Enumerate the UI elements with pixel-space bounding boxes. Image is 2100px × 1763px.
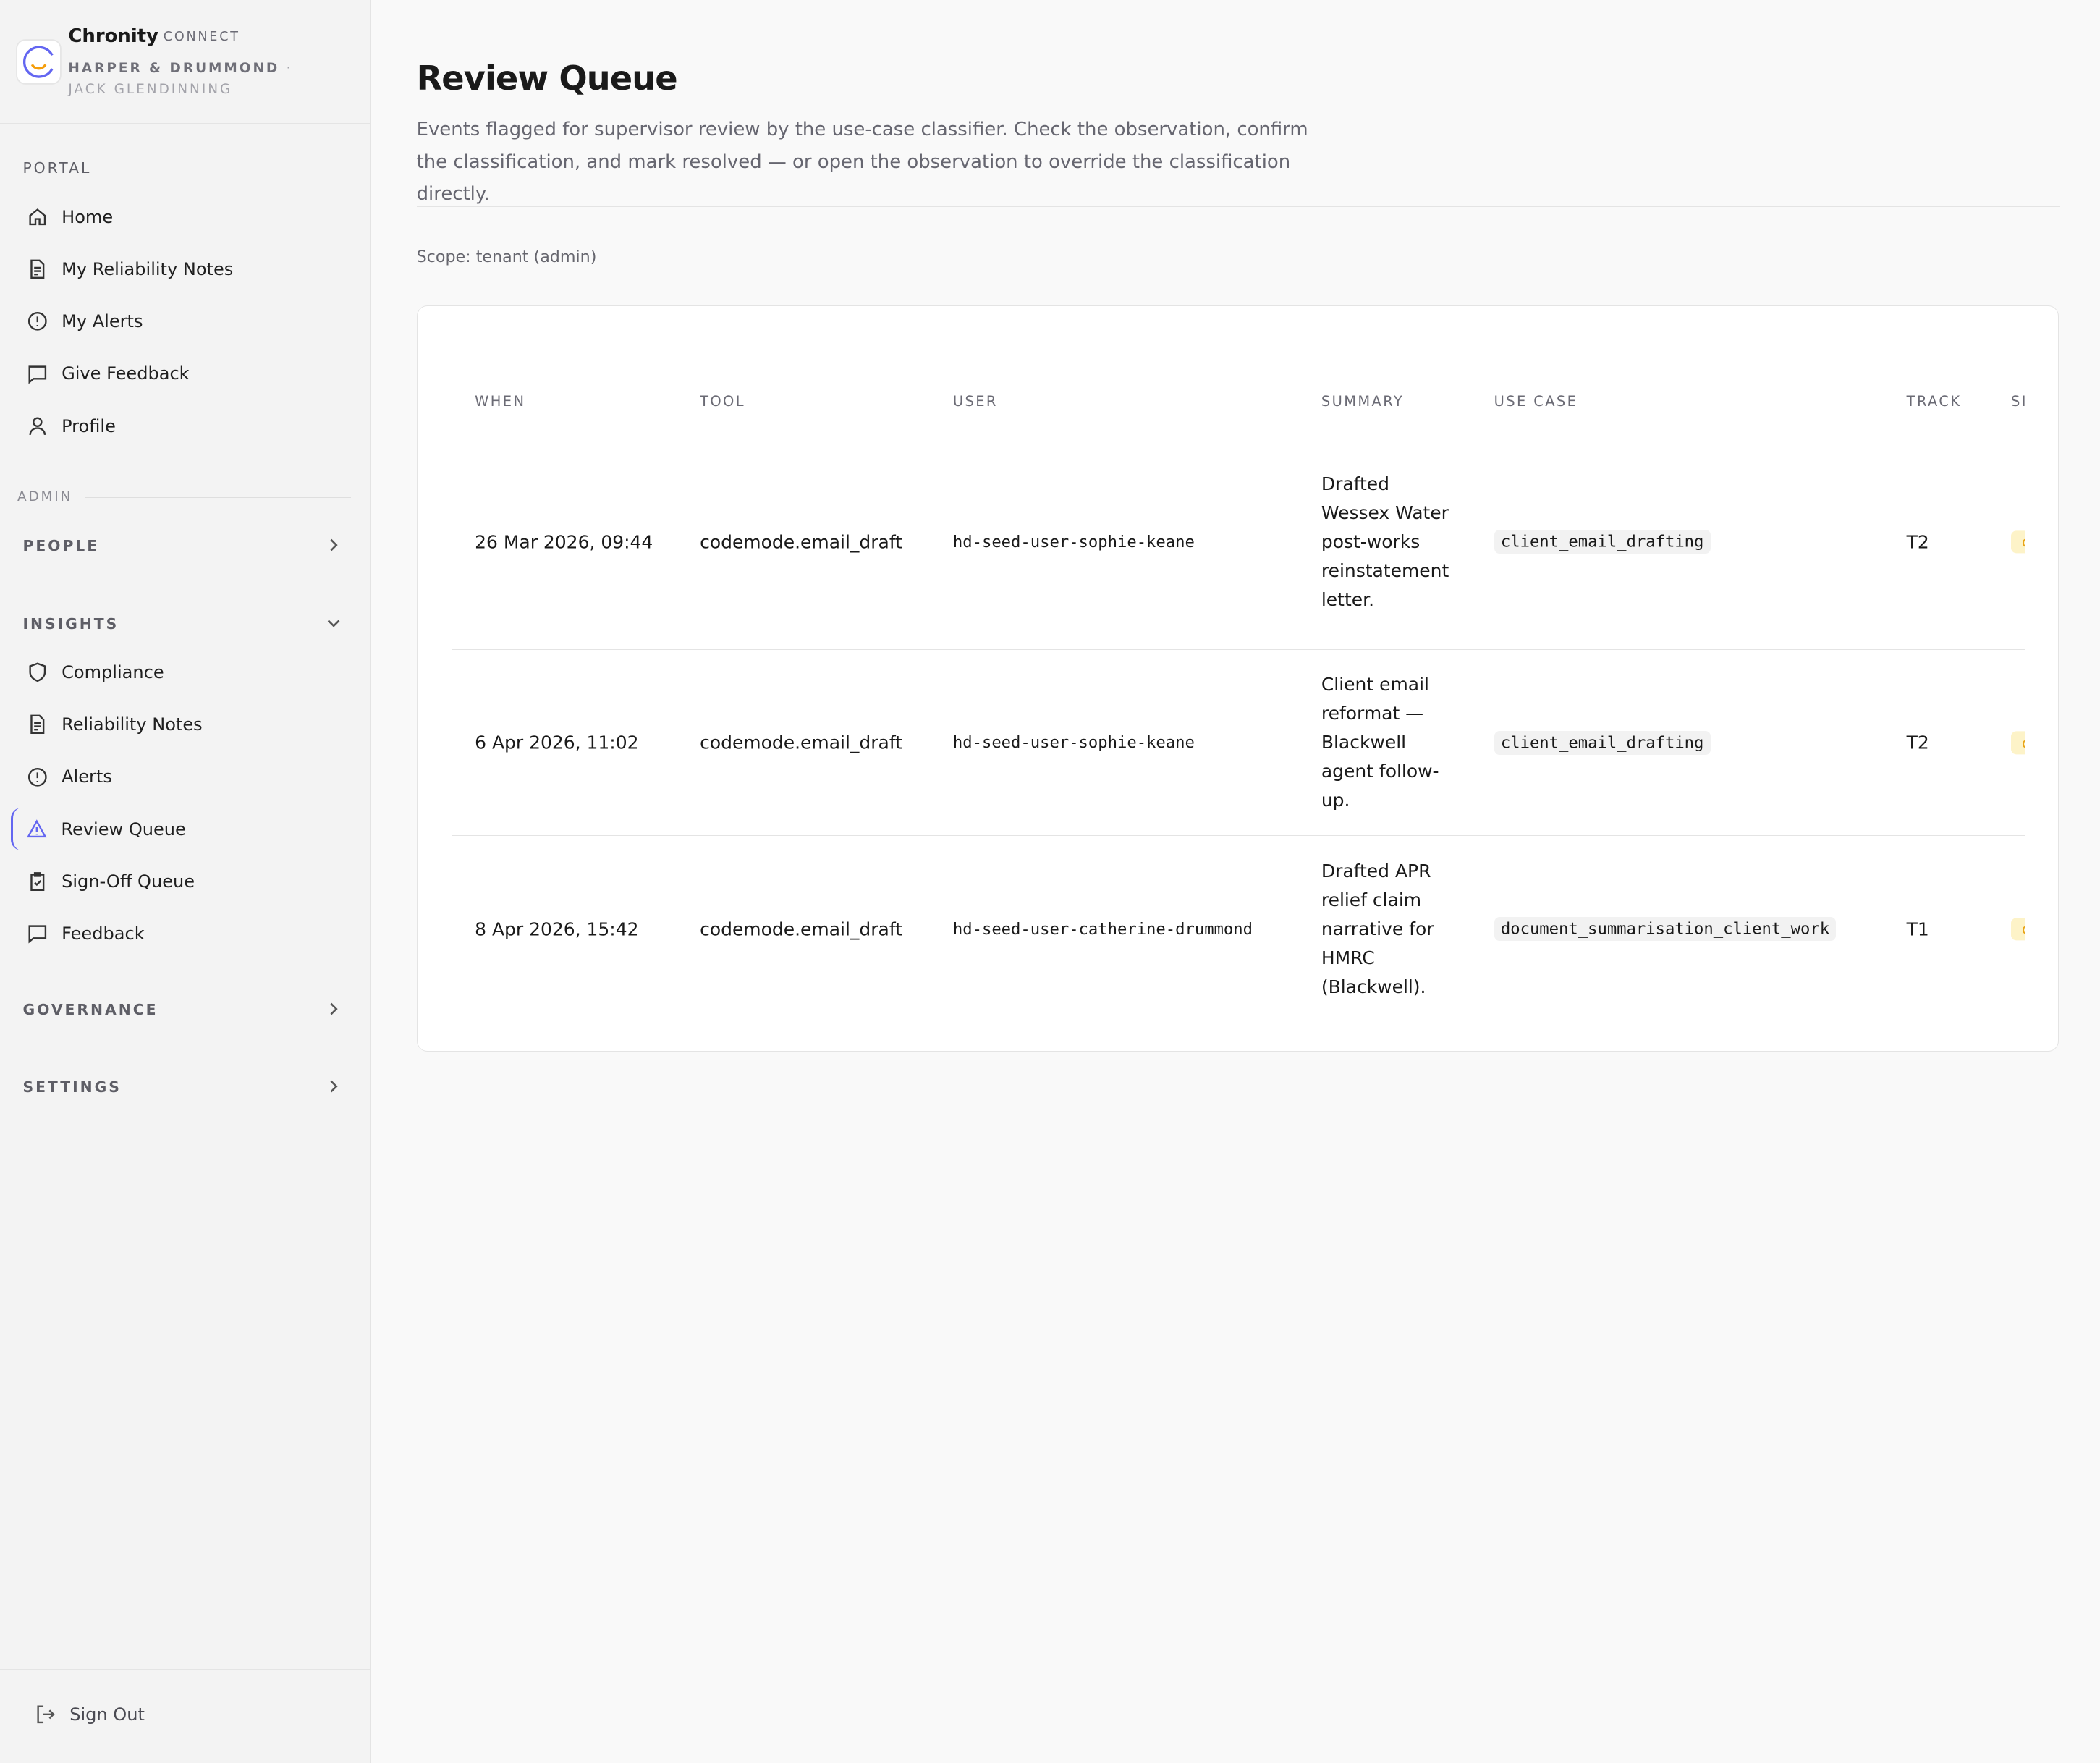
column-header-use-case[interactable]: USE CASE bbox=[1494, 393, 1578, 410]
chevron-right-icon[interactable] bbox=[326, 1078, 342, 1094]
cell-track: T1 bbox=[1906, 918, 1929, 940]
clipboard-check-icon bbox=[30, 872, 45, 892]
warning-triangle-icon bbox=[27, 819, 47, 838]
sidebar-item-label: Compliance bbox=[62, 662, 164, 683]
status-badge: c bbox=[2011, 731, 2025, 755]
sidebar-item-profile[interactable]: Profile bbox=[14, 405, 349, 447]
shield-icon bbox=[29, 662, 46, 682]
section-portal: PORTAL bbox=[22, 159, 92, 177]
status-badge: c bbox=[2011, 530, 2025, 554]
scope-label: Scope: tenant (admin) bbox=[416, 248, 597, 267]
section-insights[interactable]: INSIGHTS bbox=[22, 614, 119, 633]
column-header-tool[interactable]: TOOL bbox=[700, 393, 745, 410]
cell-tool: codemode.email_draft bbox=[700, 918, 902, 940]
sidebar-item-home[interactable]: Home bbox=[14, 195, 349, 238]
section-admin: ADMIN bbox=[17, 489, 73, 504]
column-header-summary[interactable]: SUMMARY bbox=[1321, 393, 1405, 410]
status-badge: c bbox=[2011, 917, 2025, 941]
message-square-icon bbox=[28, 925, 47, 944]
sidebar-item-label: Give Feedback bbox=[62, 363, 190, 384]
row-divider bbox=[452, 835, 2025, 836]
use-case-code: client_email_drafting bbox=[1494, 530, 1711, 554]
cell-when: 26 Mar 2026, 09:44 bbox=[475, 531, 653, 553]
row-divider bbox=[452, 648, 2025, 650]
section-settings[interactable]: SETTINGS bbox=[22, 1078, 122, 1096]
review-queue-table[interactable]: WHEN TOOL USER SUMMARY USE CASE TRACK SI… bbox=[452, 386, 2025, 1029]
alert-circle-icon bbox=[27, 312, 47, 331]
section-governance[interactable]: GOVERNANCE bbox=[22, 1000, 158, 1018]
chronity-logo bbox=[17, 40, 61, 83]
sidebar-item-label: Sign-Off Queue bbox=[62, 871, 195, 892]
message-square-icon bbox=[28, 365, 47, 384]
cell-track: T2 bbox=[1906, 732, 1929, 753]
user-icon bbox=[29, 417, 46, 435]
sidebar-item-reliability-notes[interactable]: Reliability Notes bbox=[14, 703, 349, 746]
sign-out-icon bbox=[37, 1705, 55, 1724]
chevron-down-icon[interactable] bbox=[326, 615, 342, 631]
home-icon bbox=[29, 208, 46, 226]
document-icon bbox=[30, 715, 45, 735]
alert-circle-icon bbox=[27, 767, 47, 787]
sidebar-item-compliance[interactable]: Compliance bbox=[14, 651, 349, 693]
column-header-when[interactable]: WHEN bbox=[475, 393, 526, 410]
sidebar-item-review-queue[interactable]: Review Queue bbox=[10, 808, 348, 851]
sidebar: Chronity CONNECT HARPER & DRUMMOND · JAC… bbox=[0, 0, 371, 1763]
user-name: · JACK GLENDINNING bbox=[68, 60, 293, 98]
divider bbox=[416, 206, 2060, 207]
cell-when: 6 Apr 2026, 11:02 bbox=[475, 732, 639, 753]
cell-track: T2 bbox=[1906, 531, 1929, 553]
divider bbox=[0, 1669, 370, 1670]
brand-name: Chronity bbox=[68, 25, 159, 48]
sidebar-item-label: Feedback bbox=[62, 923, 145, 944]
sidebar-item-alerts[interactable]: Alerts bbox=[14, 756, 349, 798]
sidebar-item-label: Alerts bbox=[62, 766, 112, 787]
cell-summary: Client email reformat — Blackwell agent … bbox=[1321, 674, 1439, 811]
sidebar-item-my-reliability-notes[interactable]: My Reliability Notes bbox=[14, 248, 349, 290]
page-title: Review Queue bbox=[416, 59, 678, 98]
sidebar-item-sign-off-queue[interactable]: Sign-Off Queue bbox=[14, 860, 349, 902]
sign-out-button[interactable]: Sign Out bbox=[35, 1704, 145, 1725]
cell-when: 8 Apr 2026, 15:42 bbox=[475, 918, 639, 940]
sidebar-item-label: Profile bbox=[62, 415, 116, 436]
use-case-code: document_summarisation_client_work bbox=[1494, 916, 1837, 942]
org-user-label: HARPER & DRUMMOND · JACK GLENDINNING bbox=[68, 58, 336, 101]
brand-product: CONNECT bbox=[163, 29, 240, 44]
sidebar-item-feedback[interactable]: Feedback bbox=[14, 912, 349, 955]
sidebar-item-label: My Alerts bbox=[62, 311, 143, 332]
cell-summary: Drafted Wessex Water post-works reinstat… bbox=[1321, 473, 1449, 610]
document-icon bbox=[30, 259, 45, 279]
sidebar-item-label: Review Queue bbox=[61, 819, 186, 840]
sign-out-label: Sign Out bbox=[69, 1704, 145, 1725]
review-queue-card: WHEN TOOL USER SUMMARY USE CASE TRACK SI… bbox=[416, 305, 2059, 1052]
section-people[interactable]: PEOPLE bbox=[22, 537, 100, 555]
cell-user: hd-seed-user-catherine-drummond bbox=[952, 919, 1253, 939]
sidebar-item-label: My Reliability Notes bbox=[62, 259, 234, 279]
sidebar-item-give-feedback[interactable]: Give Feedback bbox=[14, 352, 349, 395]
chevron-right-icon[interactable] bbox=[326, 1001, 342, 1017]
cell-user: hd-seed-user-sophie-keane bbox=[952, 532, 1195, 551]
divider bbox=[85, 496, 351, 498]
page-description: Events flagged for supervisor review by … bbox=[416, 119, 1308, 206]
cell-summary: Drafted APR relief claim narrative for H… bbox=[1321, 860, 1434, 997]
brand-header: Chronity CONNECT HARPER & DRUMMOND · JAC… bbox=[0, 0, 370, 124]
org-name: HARPER & DRUMMOND bbox=[68, 60, 280, 76]
column-header-status[interactable]: SI bbox=[2011, 393, 2025, 410]
cell-tool: codemode.email_draft bbox=[700, 732, 902, 753]
sidebar-item-my-alerts[interactable]: My Alerts bbox=[14, 300, 349, 343]
sidebar-item-label: Home bbox=[62, 206, 114, 227]
use-case-code: client_email_drafting bbox=[1494, 730, 1711, 756]
cell-tool: codemode.email_draft bbox=[700, 531, 902, 553]
cell-user: hd-seed-user-sophie-keane bbox=[952, 733, 1195, 753]
sidebar-item-label: Reliability Notes bbox=[62, 714, 203, 735]
chevron-right-icon[interactable] bbox=[326, 537, 342, 553]
column-header-user[interactable]: USER bbox=[952, 393, 998, 410]
column-header-track[interactable]: TRACK bbox=[1906, 393, 1962, 410]
